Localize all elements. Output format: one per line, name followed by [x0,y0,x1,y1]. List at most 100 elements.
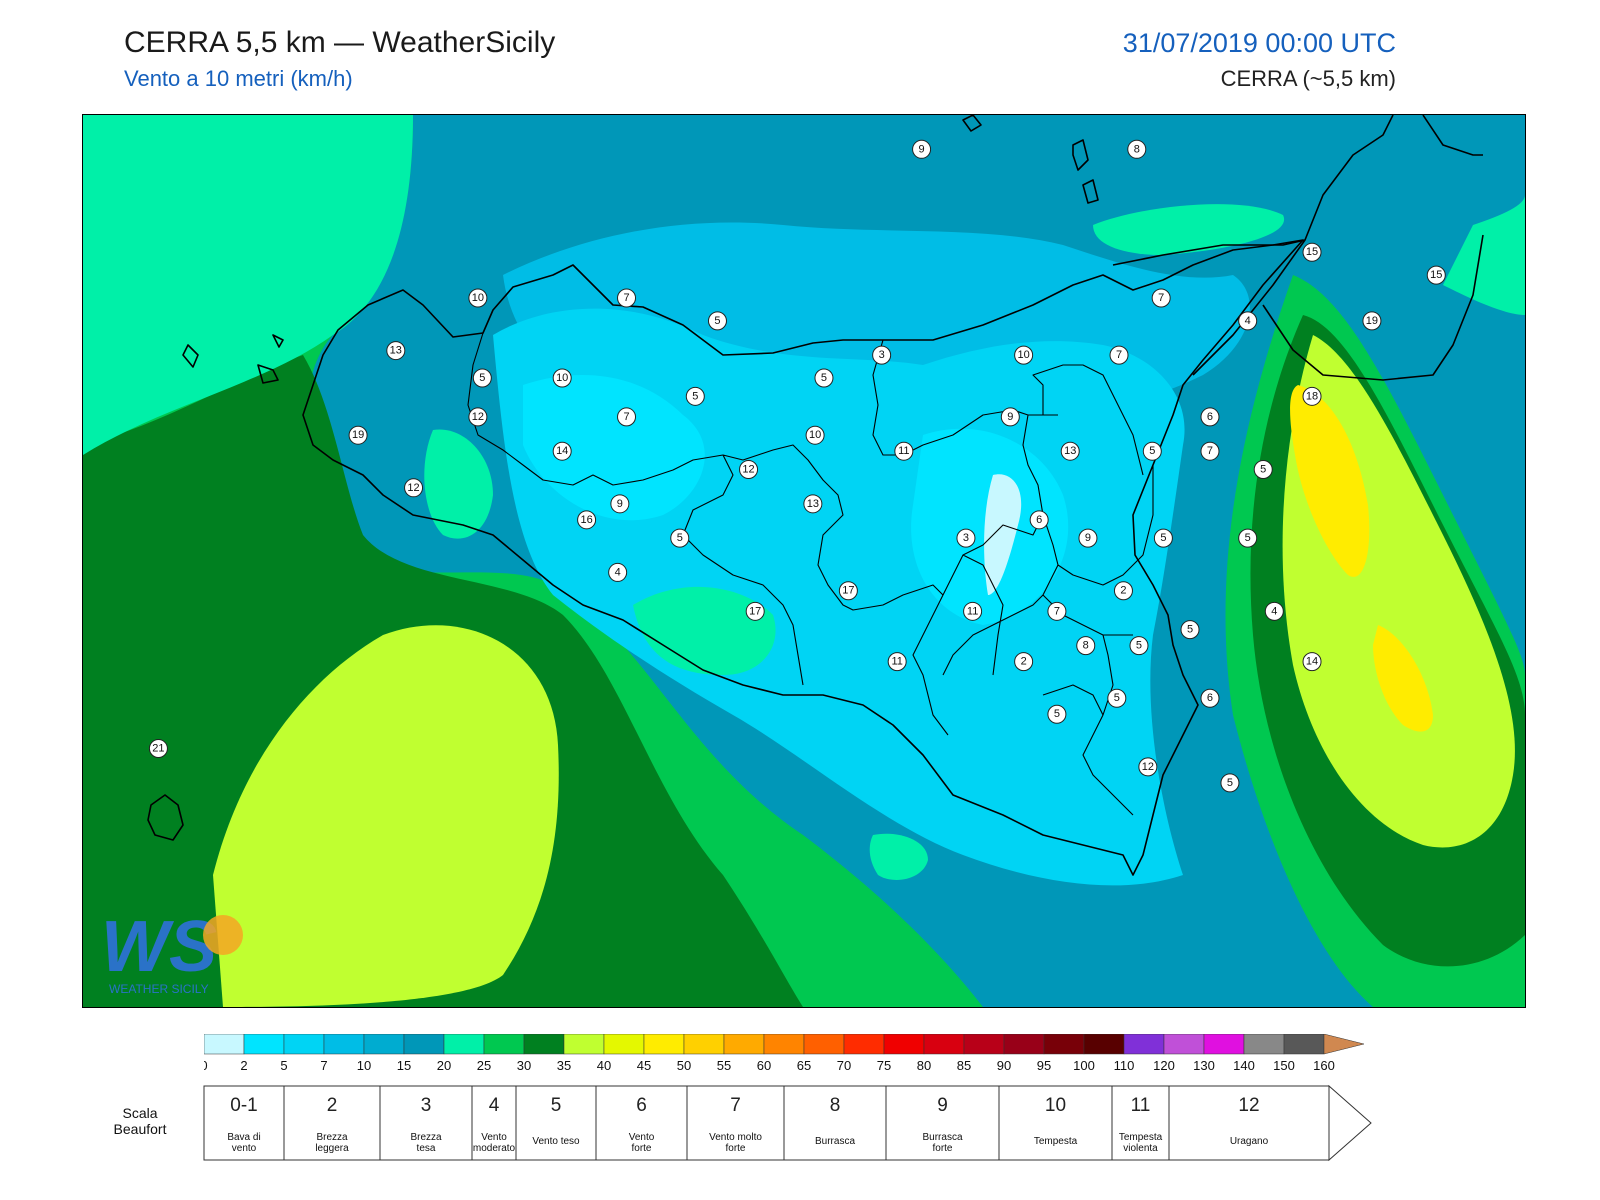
station-circle [1047,601,1067,621]
station-circle [1264,601,1284,621]
station-value: 4 [615,566,621,578]
beaufort-label: Vento [481,1132,507,1143]
map-subtitle: Vento a 10 metri (km/h) [124,66,353,91]
beaufort-heading-line1: Scala [122,1105,157,1121]
station-marker: 17 [745,601,765,621]
station-circle [617,288,637,308]
station-marker: 9 [1000,407,1020,427]
station-circle [1302,242,1322,262]
beaufort-label: Tempesta [1034,1136,1078,1147]
field-ne-teal [1093,204,1285,255]
beaufort-label: Tempesta [1119,1132,1163,1143]
station-value: 5 [1260,464,1266,476]
station-value: 11 [967,605,978,617]
beaufort-class: 8 Burrasca [783,1085,887,1161]
beaufort-label: Bava di [227,1132,260,1143]
station-value: 5 [1054,708,1060,720]
station-marker: 5 [1107,688,1127,708]
station-value: 2 [1120,585,1126,597]
beaufort-force: 3 [421,1095,432,1116]
station-marker: 18 [1302,386,1322,406]
station-value: 4 [1245,315,1251,327]
beaufort-force: 12 [1238,1095,1259,1116]
station-circle [707,311,727,331]
station-value: 12 [407,482,419,494]
eolie-islands [962,115,1099,204]
station-marker: 13 [803,494,823,514]
station-circle [872,345,892,365]
station-value: 3 [879,349,885,361]
colorbar-cell [1003,1034,1045,1055]
beaufort-cell [885,1085,1000,1161]
station-marker: 5 [1153,528,1173,548]
station-marker: 5 [670,528,690,548]
colorbar-cell [523,1034,565,1055]
station-value: 13 [1064,445,1076,457]
beaufort-class: 5 Vento teso [515,1085,597,1161]
colorbar-tick-label: 65 [797,1058,811,1073]
colorbar-tick-label: 110 [1114,1058,1135,1073]
station-marker: 5 [814,368,834,388]
colorbar-tick-label: 130 [1193,1058,1215,1073]
station-circle [1253,460,1273,480]
station-circle [670,528,690,548]
station-value: 7 [1158,292,1164,304]
station-value: 13 [390,345,402,357]
station-circle [1151,288,1171,308]
station-circle [1220,773,1240,793]
station-circle [617,407,637,427]
station-value: 10 [472,292,484,304]
station-value: 11 [898,445,909,457]
station-value: 5 [1136,640,1142,652]
station-marker: 10 [468,288,488,308]
colorbar-cell [1203,1034,1245,1055]
station-value: 2 [1021,656,1027,668]
station-value: 8 [1083,640,1089,652]
station-marker: 5 [707,311,727,331]
station-value: 15 [1430,269,1442,281]
station-value: 11 [891,656,902,668]
station-circle [472,368,492,388]
station-value: 12 [742,464,754,476]
colorbar-tick-label: 20 [437,1058,451,1073]
station-value: 12 [1142,761,1154,773]
station-value: 15 [1306,246,1318,258]
colorbar-tick-label: 0 [204,1058,208,1073]
station-circle [805,425,825,445]
station-marker: 21 [148,739,168,759]
station-marker: 12 [739,460,759,480]
station-marker: 8 [1076,636,1096,656]
beaufort-label: forte [631,1143,651,1154]
station-circle [1113,581,1133,601]
station-value: 14 [556,445,568,457]
station-marker: 5 [1142,441,1162,461]
colorbar-cell [1283,1034,1325,1055]
beaufort-label: vento [232,1143,257,1154]
colorbar-tick-label: 5 [280,1058,287,1073]
station-circle [1238,311,1258,331]
colorbar-tick-label: 150 [1273,1058,1295,1073]
station-circle [894,441,914,461]
station-circle [552,441,572,461]
colorbar-cell [204,1034,245,1055]
station-marker: 12 [1138,757,1158,777]
station-value: 9 [1085,532,1091,544]
station-circle [1302,652,1322,672]
colorbar-cell [243,1034,285,1055]
beaufort-cell [379,1085,473,1161]
station-marker: 9 [610,494,630,514]
beaufort-force: 4 [489,1095,500,1116]
beaufort-label: forte [932,1143,952,1154]
colorbar-tick-label: 15 [397,1058,411,1073]
beaufort-force: 8 [830,1095,841,1116]
station-marker: 5 [1238,528,1258,548]
station-circle [608,562,628,582]
beaufort-heading-line2: Beaufort [114,1121,167,1137]
station-circle [552,368,572,388]
station-marker: 9 [912,139,932,159]
station-circle [1000,407,1020,427]
colorbar-cell [1043,1034,1085,1055]
colorbar-tick-label: 40 [597,1058,611,1073]
